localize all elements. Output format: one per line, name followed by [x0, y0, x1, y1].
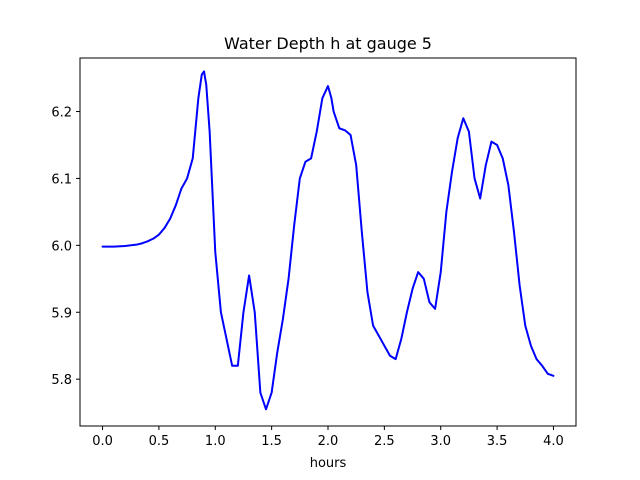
- axes: 0.0 0.5 1.0 1.5 2.0 2.5 3.0 3.5 4.0 5.8 5.9 6.0 6.1 6…: [51, 57, 577, 449]
- x-tick-label: 1.0: [205, 434, 226, 449]
- y-tick-label: 6.2: [51, 106, 72, 121]
- y-tick-label: 5.9: [51, 306, 72, 321]
- series-line-0: [101, 70, 555, 411]
- y-tick-label: 6.0: [51, 239, 72, 254]
- x-tick-label: 0.5: [149, 434, 170, 449]
- x-tick-label: 2.0: [318, 434, 339, 449]
- y-tick-label: 6.1: [51, 172, 72, 187]
- chart-title: Water Depth h at gauge 5: [224, 34, 432, 53]
- x-axis-label: hours: [310, 456, 347, 471]
- x-tick-label: 3.5: [487, 434, 508, 449]
- y-tick-label: 5.8: [51, 373, 72, 388]
- x-tick-label: 0.0: [92, 434, 113, 449]
- x-tick-label: 1.5: [261, 434, 282, 449]
- x-tick-label: 2.5: [374, 434, 395, 449]
- plot-area: [101, 70, 555, 411]
- x-tick-label: 3.0: [430, 434, 451, 449]
- x-tick-label: 4.0: [543, 434, 564, 449]
